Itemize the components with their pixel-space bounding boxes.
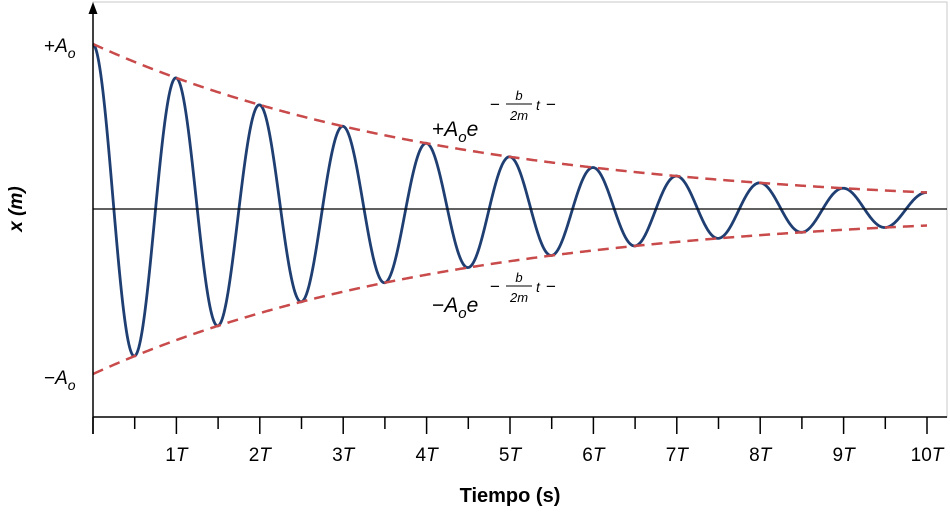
x-tick-label: 4T xyxy=(416,445,440,466)
y-axis-label: x (m) xyxy=(6,186,27,232)
lower-envelope-line xyxy=(92,224,928,376)
svg-text:−: − xyxy=(490,95,500,114)
svg-text:b: b xyxy=(515,270,522,285)
svg-text:+Aoe: +Aoe xyxy=(432,118,478,146)
svg-text:−: − xyxy=(490,277,500,296)
svg-text:b: b xyxy=(515,88,522,103)
upper-envelope-label: +Aoe − b 2m t − xyxy=(432,88,556,146)
y-tick-plus-a0: +Ao xyxy=(44,36,76,61)
svg-text:t: t xyxy=(536,279,541,295)
upper-envelope-line xyxy=(92,42,928,194)
x-tick-label: 5T xyxy=(499,445,523,466)
svg-text:−: − xyxy=(546,95,556,114)
lower-envelope-label: −Aoe − b 2m t − xyxy=(432,270,556,322)
x-tick-label: 7T xyxy=(666,445,690,466)
svg-text:−: − xyxy=(546,277,556,296)
svg-text:2m: 2m xyxy=(509,108,528,123)
x-axis-label: Tiempo (s) xyxy=(460,485,561,507)
x-tick-label: 1T xyxy=(165,445,189,466)
svg-text:t: t xyxy=(536,97,541,113)
damped-cosine-line xyxy=(92,42,928,358)
x-tick-label: 2T xyxy=(249,445,273,466)
x-tick-label: 9T xyxy=(833,445,857,466)
x-tick-label: 10T xyxy=(911,445,945,466)
x-tick-label: 6T xyxy=(582,445,606,466)
svg-text:−Aoe: −Aoe xyxy=(432,294,478,322)
y-tick-minus-a0: −Ao xyxy=(44,368,76,393)
y-axis-arrow xyxy=(88,2,98,14)
x-tick-label: 8T xyxy=(749,445,773,466)
svg-text:2m: 2m xyxy=(509,290,528,305)
x-tick-label: 3T xyxy=(332,445,356,466)
